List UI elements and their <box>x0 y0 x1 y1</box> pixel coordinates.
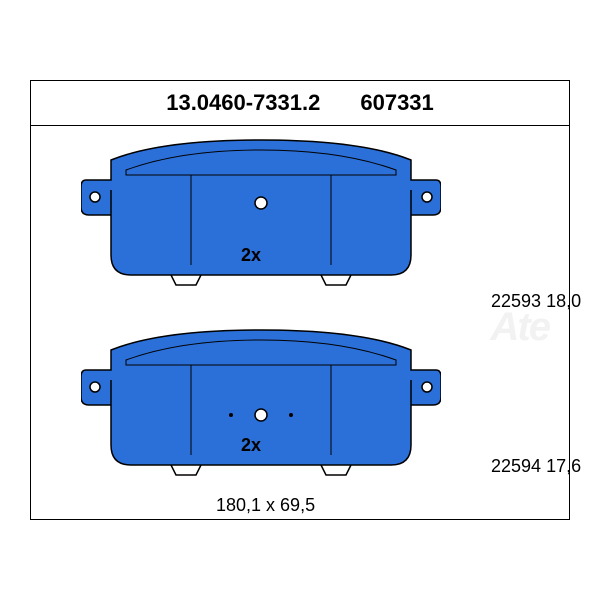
pin-right-2 <box>289 413 293 417</box>
pad1-thickness: 18,0 <box>546 291 581 311</box>
dimensions: 180,1 x 69,5 <box>216 495 315 516</box>
part-number: 13.0460-7331.2 <box>166 90 320 116</box>
center-hole-1 <box>255 197 267 209</box>
clip-left-1 <box>171 275 201 285</box>
clip-right-1 <box>321 275 351 285</box>
ear-hole-right-2 <box>422 382 432 392</box>
center-hole-2 <box>255 409 267 421</box>
pad-area: Ate 2x <box>31 125 569 520</box>
qty-label-1: 2x <box>241 245 261 266</box>
ear-hole-right-1 <box>422 192 432 202</box>
pad2-code-thickness: 22594 17,6 <box>461 435 581 498</box>
diagram-frame: 13.0460-7331.2 607331 Ate <box>30 80 570 520</box>
brake-pad-1 <box>81 135 441 305</box>
pin-left-2 <box>229 413 233 417</box>
clip-right-2 <box>321 465 351 475</box>
ear-hole-left-2 <box>90 382 100 392</box>
header-bar: 13.0460-7331.2 607331 <box>31 81 569 126</box>
clip-left-2 <box>171 465 201 475</box>
pad1-code: 22593 <box>491 291 541 311</box>
qty-label-2: 2x <box>241 435 261 456</box>
pad2-code: 22594 <box>491 456 541 476</box>
ear-hole-left-1 <box>90 192 100 202</box>
short-code: 607331 <box>360 90 433 116</box>
pad1-code-thickness: 22593 18,0 <box>461 270 581 333</box>
brake-pad-2 <box>81 325 441 495</box>
pad2-thickness: 17,6 <box>546 456 581 476</box>
